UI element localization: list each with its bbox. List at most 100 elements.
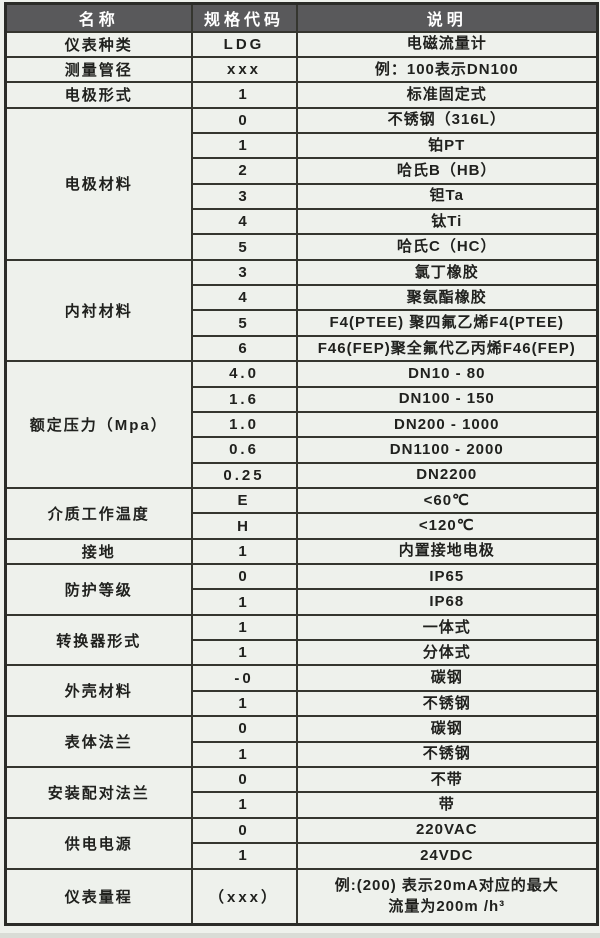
- col-header-desc: 说明: [295, 2, 599, 33]
- spec-code-cell: 1: [190, 537, 298, 566]
- table-row: 1.6 DN100 - 150: [6, 385, 599, 413]
- spec-desc-cell: 哈氏C（HC）: [295, 233, 599, 261]
- spec-code-cell: 0: [190, 715, 298, 743]
- group-label: 仪表量程: [4, 867, 193, 926]
- spec-code-cell: -0: [190, 664, 298, 692]
- page-bottom-strip: [0, 933, 600, 938]
- table-row: 仪表量程 （xxx） 例:(200) 表示20mA对应的最大 流量为200m /h³: [4, 867, 599, 926]
- spec-code-cell: 1: [190, 81, 298, 109]
- flowmeter-spec-table: 名称 规格代码 说明 仪表种类 LDG 电磁流量计 测量管径 xxx 例：100表示DN1…: [4, 2, 599, 926]
- spec-desc-cell: 电磁流量计: [295, 30, 599, 58]
- spec-desc-cell: DN200 - 1000: [295, 410, 599, 439]
- table-row: 3 钽Ta: [6, 182, 599, 211]
- table-row: 接地 1 内置接地电极: [4, 537, 599, 566]
- spec-desc-cell: 不带: [295, 765, 599, 794]
- table-row: 6 F46(FEP)聚全氟代乙丙烯F46(FEP): [6, 334, 599, 363]
- spec-code-cell: 0: [190, 563, 298, 591]
- table-row: 额定压力（Mpa） 4.0 DN10 - 80: [4, 360, 599, 489]
- spec-code-cell: 6: [190, 334, 298, 363]
- spec-desc-cell: 24VDC: [295, 842, 599, 870]
- table-row: 测量管径 xxx 例：100表示DN100: [4, 55, 599, 84]
- spec-code-cell: 1: [190, 131, 298, 160]
- table-row: 0.6 DN1100 - 2000: [6, 436, 599, 464]
- spec-code-cell: 5: [190, 309, 298, 337]
- spec-desc-cell: 不锈钢: [295, 740, 599, 768]
- table-row: 供电电源 0 220VAC: [4, 816, 599, 870]
- group-label: 额定压力（Mpa）: [4, 360, 193, 489]
- table-row: 电极形式 1 标准固定式: [4, 81, 599, 109]
- col-header-code: 规格代码: [190, 2, 298, 33]
- spec-desc-cell: F46(FEP)聚全氟代乙丙烯F46(FEP): [295, 334, 599, 363]
- spec-desc-cell: IP65: [295, 563, 599, 591]
- table-row: 转换器形式 1 一体式: [4, 613, 599, 667]
- spec-desc-cell: 分体式: [295, 639, 599, 667]
- spec-desc-cell: 例:(200) 表示20mA对应的最大 流量为200m /h³: [295, 867, 599, 926]
- group-label: 转换器形式: [4, 613, 193, 667]
- table-row: 1 铂PT: [6, 131, 599, 160]
- spec-code-cell: E: [190, 486, 298, 515]
- table-row: 介质工作温度 E <60℃: [4, 486, 599, 540]
- spec-code-cell: （xxx）: [190, 867, 298, 926]
- group-label: 仪表种类: [4, 30, 193, 58]
- spec-code-cell: 1: [190, 689, 298, 718]
- spec-code-cell: 0: [190, 816, 298, 845]
- spec-code-cell: 1: [190, 639, 298, 667]
- table-row: 5 哈氏C（HC）: [6, 233, 599, 261]
- spec-desc-cell: 不锈钢（316L）: [295, 106, 599, 134]
- group-label: 防护等级: [4, 563, 193, 616]
- spec-code-cell: 0.6: [190, 436, 298, 464]
- table-row: 电极材料 0 不锈钢（316L）: [4, 106, 599, 261]
- spec-code-cell: 1: [190, 842, 298, 870]
- table-row: 1 24VDC: [6, 842, 599, 870]
- table-row: 5 F4(PTEE) 聚四氟乙烯F4(PTEE): [6, 309, 599, 337]
- table-row: 4 聚氨酯橡胶: [6, 284, 599, 312]
- table-row: 2 哈氏B（HB）: [6, 157, 599, 185]
- table-row: 仪表种类 LDG 电磁流量计: [4, 30, 599, 58]
- spec-code-cell: 3: [190, 258, 298, 287]
- spec-code-cell: 4: [190, 284, 298, 312]
- spec-desc-cell: 钛Ti: [295, 208, 599, 236]
- spec-desc-cell: 例：100表示DN100: [295, 55, 599, 84]
- table-row: 1 不锈钢: [6, 740, 599, 768]
- spec-table-body: 仪表种类 LDG 电磁流量计 测量管径 xxx 例：100表示DN100 电极形式 1 标准固定…: [4, 30, 599, 926]
- spec-desc-cell: 带: [295, 791, 599, 819]
- spec-desc-cell: 碳钢: [295, 715, 599, 743]
- spec-code-cell: H: [190, 512, 298, 540]
- table-row: 1 分体式: [6, 639, 599, 667]
- spec-code-cell: 1.0: [190, 410, 298, 439]
- spec-desc-cell: <120℃: [295, 512, 599, 540]
- col-header-name: 名称: [4, 2, 193, 33]
- group-label: 介质工作温度: [4, 486, 193, 540]
- group-label: 安装配对法兰: [4, 765, 193, 819]
- spec-desc-cell: F4(PTEE) 聚四氟乙烯F4(PTEE): [295, 309, 599, 337]
- spec-desc-cell: 不锈钢: [295, 689, 599, 718]
- table-row: 表体法兰 0 碳钢: [4, 715, 599, 768]
- spec-desc-cell: 220VAC: [295, 816, 599, 845]
- spec-code-cell: 0: [190, 106, 298, 134]
- spec-desc-cell: 标准固定式: [295, 81, 599, 109]
- spec-desc-cell: 一体式: [295, 613, 599, 642]
- spec-desc-cell: 内置接地电极: [295, 537, 599, 566]
- group-label: 内衬材料: [4, 258, 193, 363]
- spec-desc-cell: 钽Ta: [295, 182, 599, 211]
- table-row: 安装配对法兰 0 不带: [4, 765, 599, 819]
- spec-code-cell: 0.25: [190, 461, 298, 489]
- spec-desc-cell: DN10 - 80: [295, 360, 599, 388]
- table-row: 外壳材料 -0 碳钢: [4, 664, 599, 718]
- table-row: 4 钛Ti: [6, 208, 599, 236]
- table-row: 0.25 DN2200: [6, 461, 599, 489]
- spec-code-cell: 1: [190, 740, 298, 768]
- spec-desc-cell: 碳钢: [295, 664, 599, 692]
- spec-desc-cell: 氯丁橡胶: [295, 258, 599, 287]
- spec-code-cell: 1: [190, 791, 298, 819]
- spec-code-cell: 4.0: [190, 360, 298, 388]
- group-label: 测量管径: [4, 55, 193, 84]
- table-row: 1 不锈钢: [6, 689, 599, 718]
- table-row: 1.0 DN200 - 1000: [6, 410, 599, 439]
- spec-desc-cell: 哈氏B（HB）: [295, 157, 599, 185]
- table-row: 防护等级 0 IP65: [4, 563, 599, 616]
- spec-code-cell: LDG: [190, 30, 298, 58]
- spec-code-cell: 2: [190, 157, 298, 185]
